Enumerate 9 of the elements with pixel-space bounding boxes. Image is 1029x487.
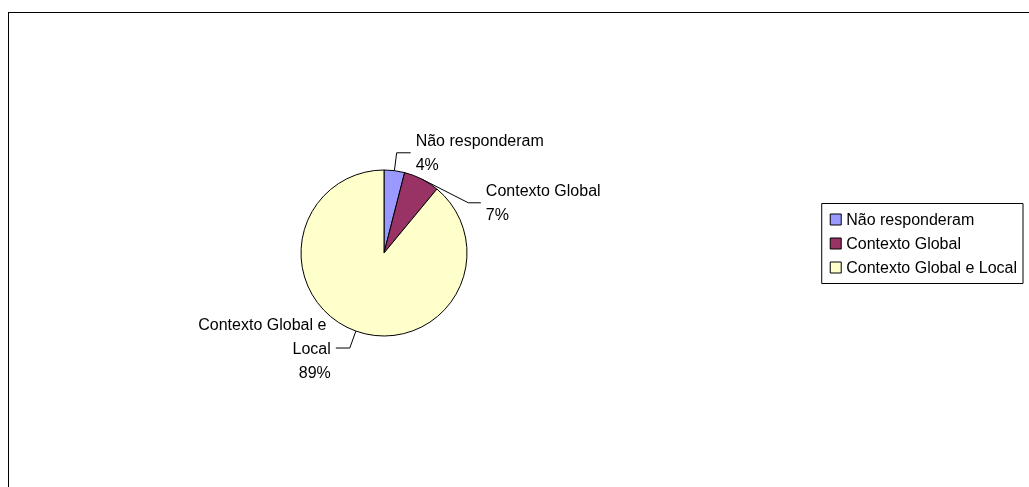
data-label: 89% [298,363,331,381]
slice-label: Não responderam [415,132,544,150]
legend-label: Não responderam [846,211,975,228]
legend-label: Contexto Global e Local [846,259,1018,276]
legend-label: Contexto Global [846,235,961,252]
data-label: 4% [415,156,439,174]
slice-label: Contexto Global [485,182,601,200]
data-label: 7% [485,206,509,224]
slice-label: Contexto Global e Local [198,315,331,357]
